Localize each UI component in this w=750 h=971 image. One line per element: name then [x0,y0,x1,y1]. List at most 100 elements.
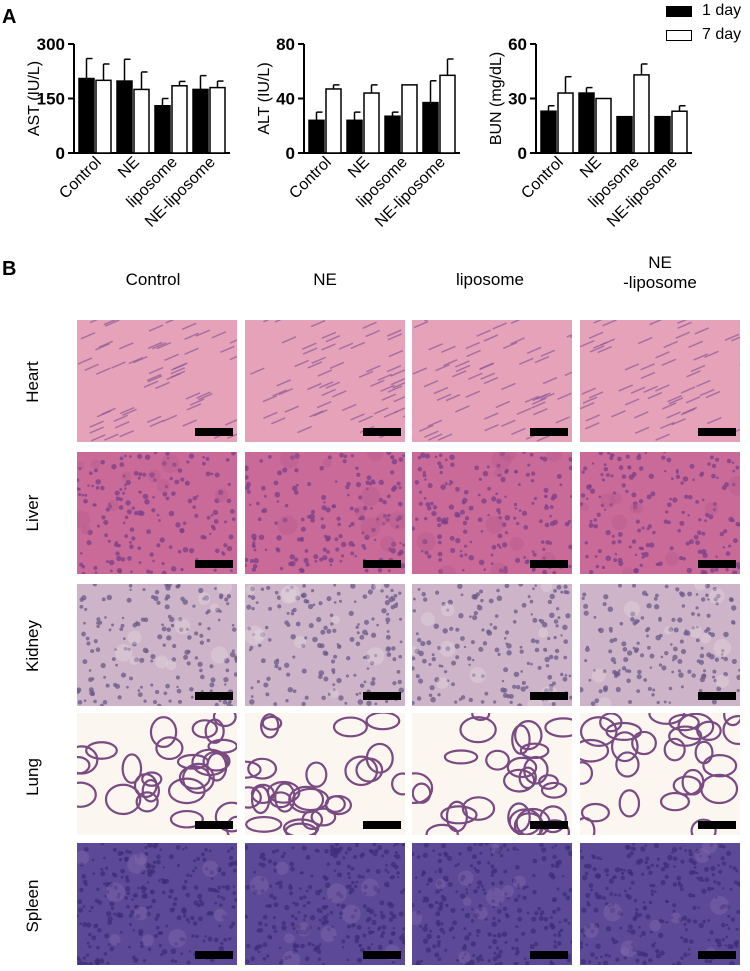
nucleus [709,455,714,460]
fiber [661,358,677,367]
nucleus [671,617,676,622]
nucleus [214,587,217,590]
scale-bar [195,692,233,700]
tissue-patch [77,461,85,470]
nucleus [492,938,498,945]
fiber [480,372,495,380]
nucleus [100,662,106,669]
nucleus [422,852,428,858]
nucleus [568,544,572,550]
tissue-patch [109,934,121,946]
nucleus [476,604,483,611]
alveolus [425,823,459,835]
fiber [307,361,323,369]
nucleus [257,921,263,926]
nucleus [336,516,341,521]
nucleus [513,609,518,614]
fiber [250,367,265,375]
nucleus [592,867,597,872]
nucleus [125,849,130,854]
nucleus [544,522,550,528]
nucleus [596,512,601,517]
nucleus [394,851,398,855]
fiber [602,320,617,327]
histology-heart-2 [412,320,572,442]
tissue-patch [458,951,471,964]
nucleus [470,640,475,645]
nucleus [438,464,444,469]
nucleus [357,699,364,705]
nucleus [335,547,340,552]
nucleus [556,887,560,891]
x-tick-label: NE [577,154,605,182]
tissue-patch [583,923,599,939]
nucleus [218,945,225,952]
nucleus [484,843,489,846]
nucleus [351,922,356,928]
nucleus [634,647,640,652]
nucleus [200,852,205,857]
alveolus [443,749,479,765]
nucleus [449,626,454,631]
nucleus [416,637,422,643]
nucleus [208,532,212,536]
nucleus [175,522,181,528]
nucleus [723,529,728,534]
alveolus [284,822,318,835]
tissue-patch [439,640,456,657]
tissue-patch [502,884,515,897]
fiber [184,347,199,355]
nucleus [646,634,650,638]
nucleus [358,517,362,521]
nucleus [264,548,268,552]
nucleus [128,850,132,854]
nucleus [246,489,251,494]
nucleus [89,690,95,696]
nucleus [219,903,223,907]
nucleus [418,890,422,894]
nucleus [257,517,262,522]
nucleus [567,519,572,524]
nucleus [109,901,115,907]
nucleus [92,503,96,507]
nucleus [469,864,474,868]
tissue-patch [462,897,472,906]
nucleus [250,595,256,600]
nucleus [222,897,226,901]
nucleus [214,901,218,905]
nucleus [594,873,601,879]
nucleus [292,655,296,659]
bar-1-day [616,115,633,154]
nucleus [638,546,642,550]
tissue-patch [210,646,228,664]
nucleus [555,624,559,628]
nucleus [366,700,372,706]
nucleus [323,501,326,504]
nucleus [120,868,126,874]
nucleus [284,662,290,668]
nucleus [333,935,337,939]
nucleus [475,592,480,597]
nucleus [588,960,592,964]
nucleus [724,944,727,947]
nucleus [435,889,440,894]
fiber [483,412,499,420]
fiber [170,370,186,378]
nucleus [296,924,302,930]
nucleus [175,675,180,680]
nucleus [205,471,211,477]
nucleus [688,893,693,898]
nucleus [163,691,168,696]
nucleus [402,543,405,547]
alveolus [580,738,610,763]
nucleus [391,486,396,492]
nucleus [580,493,586,498]
nucleus [733,880,738,885]
nucleus [111,463,117,470]
nucleus [162,461,167,466]
row-label-heart: Heart [23,361,42,403]
nucleus [228,855,234,861]
nucleus [80,552,83,555]
nucleus [655,864,660,868]
nucleus [356,957,362,963]
